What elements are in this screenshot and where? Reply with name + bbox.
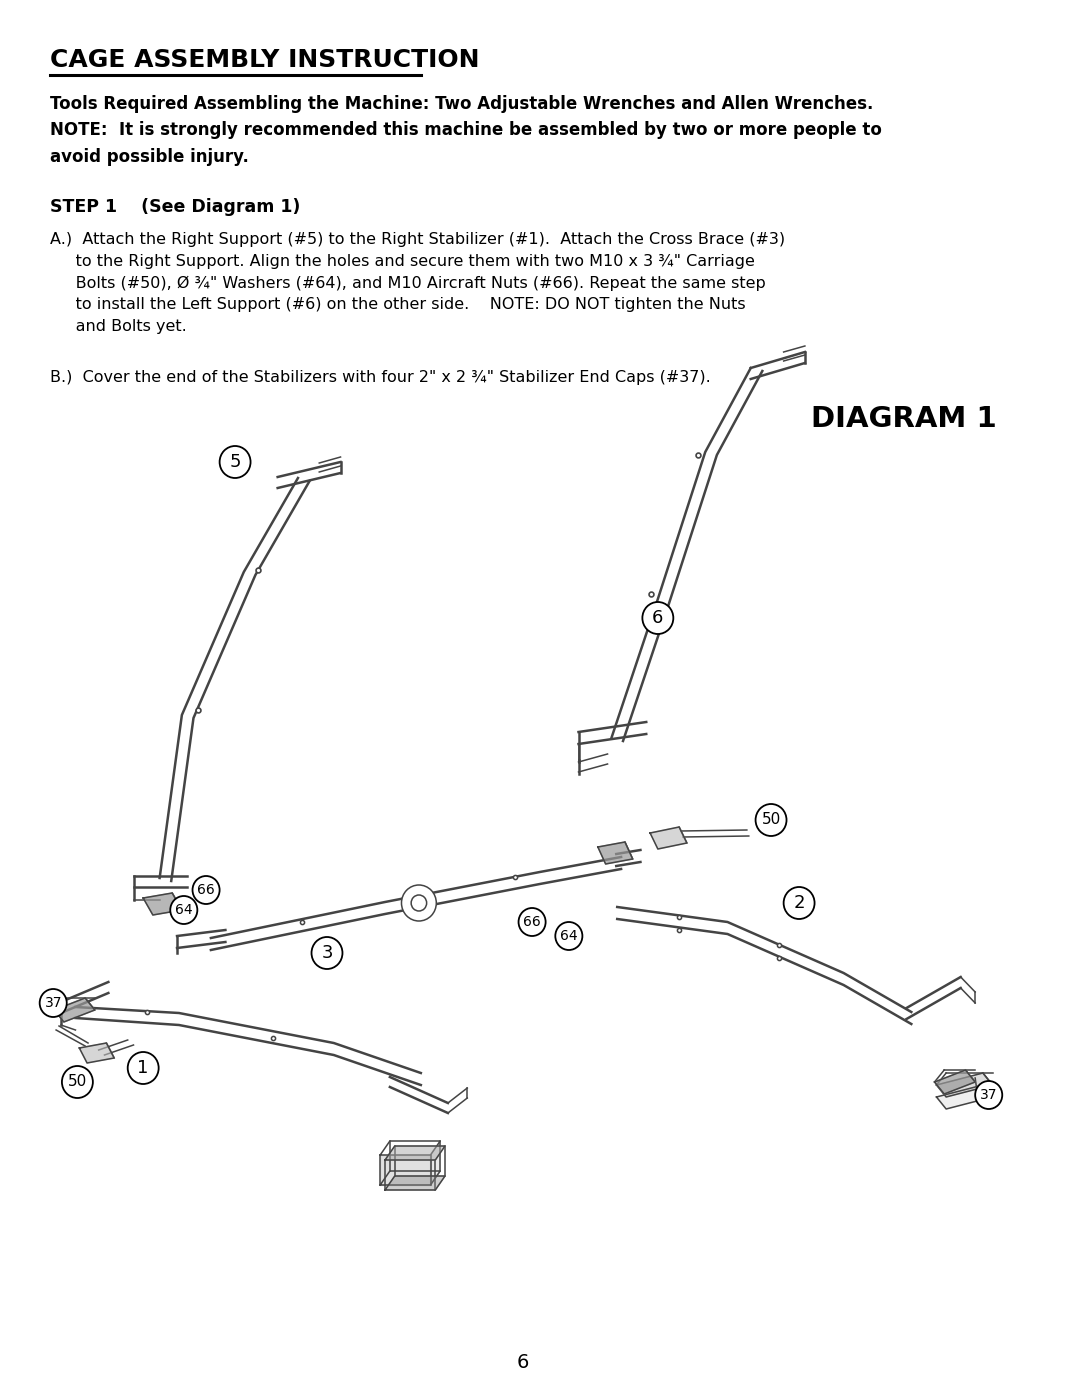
Circle shape — [40, 989, 67, 1017]
Circle shape — [402, 886, 436, 921]
Circle shape — [192, 876, 219, 904]
Text: CAGE ASSEMBLY INSTRUCTION: CAGE ASSEMBLY INSTRUCTION — [51, 47, 480, 73]
Text: 37: 37 — [44, 996, 62, 1010]
Text: 64: 64 — [175, 902, 192, 916]
Text: 6: 6 — [652, 609, 663, 627]
Circle shape — [171, 895, 198, 923]
Polygon shape — [54, 997, 95, 1023]
Text: 5: 5 — [229, 453, 241, 471]
Circle shape — [756, 805, 786, 835]
Polygon shape — [431, 1141, 441, 1185]
Circle shape — [311, 937, 342, 970]
Text: 37: 37 — [980, 1088, 998, 1102]
Circle shape — [518, 908, 545, 936]
Text: 2: 2 — [794, 894, 805, 912]
Circle shape — [62, 1066, 93, 1098]
Circle shape — [784, 887, 814, 919]
Circle shape — [975, 1081, 1002, 1109]
Text: STEP 1    (See Diagram 1): STEP 1 (See Diagram 1) — [51, 198, 300, 217]
Polygon shape — [144, 893, 181, 915]
Text: 1: 1 — [137, 1059, 149, 1077]
Text: 64: 64 — [561, 929, 578, 943]
Polygon shape — [934, 1070, 975, 1094]
Text: B.)  Cover the end of the Stabilizers with four 2" x 2 ¾" Stabilizer End Caps (#: B.) Cover the end of the Stabilizers wit… — [51, 370, 711, 386]
Circle shape — [643, 602, 673, 634]
Text: Tools Required Assembling the Machine: Two Adjustable Wrenches and Allen Wrenche: Tools Required Assembling the Machine: T… — [51, 95, 882, 166]
Text: 50: 50 — [761, 813, 781, 827]
Text: DIAGRAM 1: DIAGRAM 1 — [811, 405, 997, 433]
Polygon shape — [598, 842, 633, 863]
Polygon shape — [936, 1085, 993, 1109]
Text: 66: 66 — [523, 915, 541, 929]
Polygon shape — [386, 1176, 445, 1190]
Polygon shape — [380, 1155, 431, 1185]
Text: 66: 66 — [198, 883, 215, 897]
Text: 3: 3 — [321, 944, 333, 963]
Polygon shape — [386, 1146, 445, 1160]
Polygon shape — [79, 1044, 114, 1063]
Polygon shape — [650, 827, 687, 849]
Circle shape — [555, 922, 582, 950]
Text: 50: 50 — [68, 1074, 87, 1090]
Circle shape — [127, 1052, 159, 1084]
Text: 6: 6 — [516, 1354, 528, 1372]
Circle shape — [219, 446, 251, 478]
Polygon shape — [936, 1073, 993, 1097]
Text: A.)  Attach the Right Support (#5) to the Right Stabilizer (#1).  Attach the Cro: A.) Attach the Right Support (#5) to the… — [51, 232, 785, 334]
